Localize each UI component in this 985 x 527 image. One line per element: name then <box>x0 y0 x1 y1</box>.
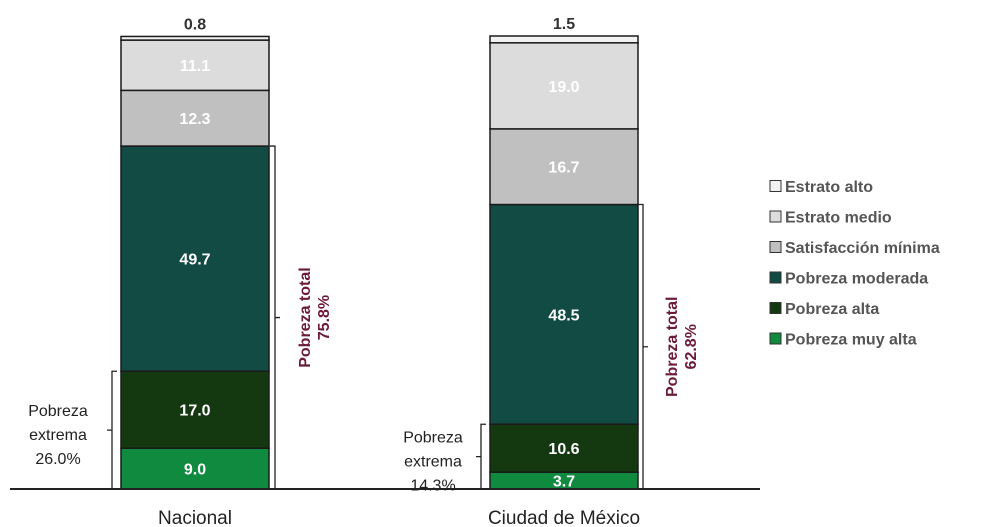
bar-segment-pobreza-moderada-ciudad-de-mexico <box>489 203 639 425</box>
value-label-pobreza-muy-alta-ciudad-de-mexico: 3.7 <box>553 474 575 491</box>
bar-segment-pobreza-muy-alta-nacional <box>120 447 270 490</box>
pobreza-total-bracket-ciudad-de-mexico <box>638 203 648 490</box>
pobreza-total-title-ciudad-de-mexico: Pobreza total <box>664 297 681 397</box>
legend-label-pobreza-muy-alta: Pobreza muy alta <box>785 332 917 349</box>
legend-item-pobreza-moderada: Pobreza moderada <box>769 271 928 288</box>
pobreza-total-value-nacional: 75.8% <box>316 295 333 340</box>
bars-group: 9.0 17.0 49.7 12.3 11.1 0.8 3.7 10.6 48.5 16.7 19.… <box>120 16 639 491</box>
bar-segment-estrato-medio-nacional <box>120 39 270 92</box>
bar-segment-estrato-alto-ciudad-de-mexico <box>489 35 639 44</box>
legend-swatch-satisfaccion-minima <box>769 241 782 253</box>
bar-segment-satisfaccion-minima-nacional <box>120 89 270 147</box>
pobreza-total-bracket-nacional <box>270 145 280 490</box>
value-label-satisfaccion-minima-nacional: 12.3 <box>179 111 210 128</box>
legend-label-pobreza-alta: Pobreza alta <box>785 301 879 318</box>
value-label-pobreza-moderada-nacional: 49.7 <box>179 252 210 269</box>
category-labels: Nacional Ciudad de México <box>158 508 640 527</box>
value-label-pobreza-muy-alta-nacional: 9.0 <box>184 462 206 479</box>
pobreza-extrema-line-3-ciudad-de-mexico: 14.3% <box>410 478 455 495</box>
legend-item-pobreza-muy-alta: Pobreza muy alta <box>769 332 917 349</box>
legend-label-estrato-medio: Estrato medio <box>785 210 892 227</box>
value-label-estrato-medio-ciudad-de-mexico: 19.0 <box>548 79 579 96</box>
pobreza-total-value-ciudad-de-mexico: 62.8% <box>683 324 700 369</box>
pobreza-extrema-line-2-ciudad-de-mexico: extrema <box>404 454 462 471</box>
value-label-satisfaccion-minima-ciudad-de-mexico: 16.7 <box>548 160 579 177</box>
pobreza-extrema-line-3-nacional: 26.0% <box>35 451 80 468</box>
legend-item-satisfaccion-minima: Satisfacción mínima <box>769 240 940 257</box>
pobreza-extrema-line-2-nacional: extrema <box>29 427 87 444</box>
pobreza-extrema-bracket-nacional <box>107 370 117 490</box>
pobreza-total-title-nacional: Pobreza total <box>297 267 314 367</box>
legend: Estrato alto Estrato medio Satisfacción mí… <box>769 179 940 349</box>
legend-swatch-pobreza-moderada <box>769 271 782 284</box>
legend-item-estrato-alto: Estrato alto <box>769 179 873 196</box>
category-label-ciudad-de-mexico: Ciudad de México <box>488 508 640 527</box>
legend-swatch-pobreza-alta <box>769 302 782 314</box>
legend-swatch-estrato-alto <box>769 180 782 192</box>
bar-segment-pobreza-alta-nacional <box>120 370 270 449</box>
pobreza-extrema-bracket-ciudad-de-mexico <box>476 423 486 490</box>
annotations-group: Pobreza total 75.8%Pobrezaextrema26.0%Pob… <box>28 145 700 495</box>
bar-segment-estrato-alto-nacional <box>120 35 270 41</box>
pobreza-extrema-line-1-nacional: Pobreza <box>28 403 88 420</box>
bar-segment-estrato-medio-ciudad-de-mexico <box>489 42 639 130</box>
legend-item-pobreza-alta: Pobreza alta <box>769 301 879 318</box>
legend-swatch-pobreza-muy-alta <box>769 332 782 345</box>
value-label-estrato-alto-nacional: 0.8 <box>184 16 206 33</box>
value-label-pobreza-alta-ciudad-de-mexico: 10.6 <box>548 441 579 458</box>
legend-label-estrato-alto: Estrato alto <box>785 179 873 196</box>
category-label-nacional: Nacional <box>158 508 232 527</box>
legend-item-estrato-medio: Estrato medio <box>769 210 892 227</box>
value-label-pobreza-moderada-ciudad-de-mexico: 48.5 <box>548 307 579 324</box>
value-label-estrato-medio-nacional: 11.1 <box>180 58 210 75</box>
legend-swatch-estrato-medio <box>769 210 782 223</box>
legend-label-satisfaccion-minima: Satisfacción mínima <box>785 240 940 257</box>
value-label-estrato-alto-ciudad-de-mexico: 1.5 <box>553 16 575 33</box>
pobreza-extrema-line-1-ciudad-de-mexico: Pobreza <box>403 430 463 447</box>
legend-label-pobreza-moderada: Pobreza moderada <box>785 271 928 288</box>
value-label-pobreza-alta-nacional: 17.0 <box>179 403 210 420</box>
